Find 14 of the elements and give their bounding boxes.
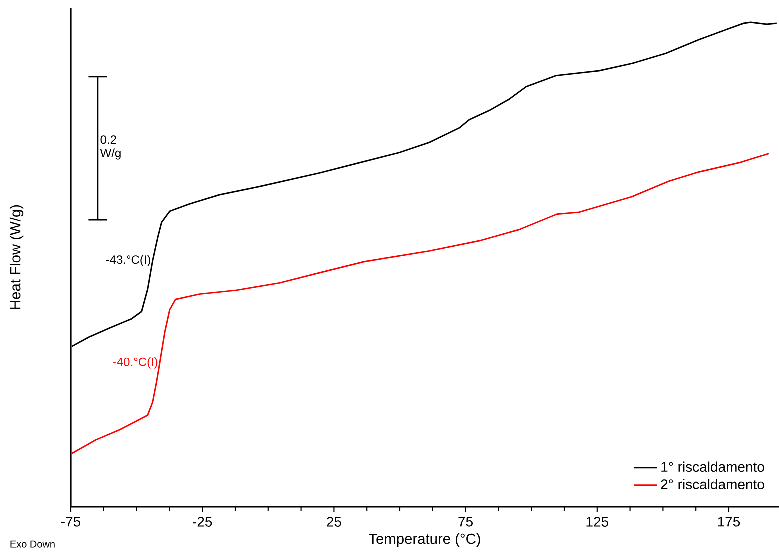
annotation: -40.°C(I)	[113, 358, 158, 369]
x-tick-label: -25	[193, 517, 212, 527]
legend-label: 1° riscaldamento	[662, 462, 764, 472]
legend-label: 2° riscaldamento	[661, 479, 764, 490]
x-tick-label: -75	[62, 517, 81, 527]
x-axis-title: Temperature (°C)	[369, 533, 480, 548]
x-tick-label: 75	[458, 517, 473, 527]
x-tick-label: 125	[586, 517, 608, 527]
text: Exo Down	[10, 540, 55, 548]
x-tick-label: 25	[327, 517, 342, 527]
annotation: 0.2 W/g	[100, 136, 121, 160]
y-axis-title: Heat Flow (W/g)	[10, 205, 24, 310]
x-tick-label: 175	[718, 517, 740, 527]
annotation: -43.°C(I)	[106, 255, 151, 266]
